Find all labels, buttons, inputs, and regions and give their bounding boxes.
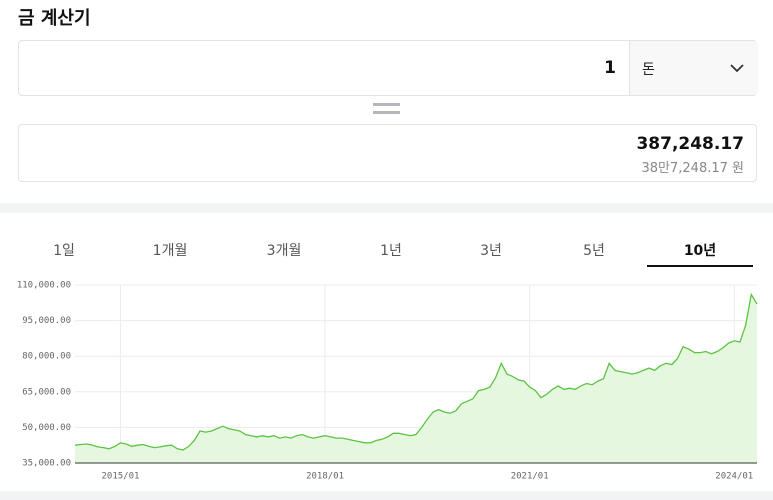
period-tab[interactable]: 3개월 xyxy=(266,243,302,259)
x-tick-label: 2021/01 xyxy=(511,472,549,482)
area xyxy=(75,294,757,463)
period-tab[interactable]: 1일 xyxy=(53,243,75,259)
result-value: 387,248.17 xyxy=(636,134,744,154)
unit-label: 돈 xyxy=(642,62,655,78)
equals-icon xyxy=(373,103,400,114)
y-tick-label: 35,000.00 xyxy=(22,459,71,469)
y-tick-label: 110,000.00 xyxy=(17,281,71,291)
x-tick-label: 2024/01 xyxy=(715,472,753,482)
x-tick-label: 2015/01 xyxy=(101,472,139,482)
y-tick-label: 80,000.00 xyxy=(22,352,71,362)
y-tick-label: 65,000.00 xyxy=(22,387,71,397)
divider xyxy=(0,491,773,500)
price-line xyxy=(74,292,758,451)
unit-dropdown[interactable]: 돈 xyxy=(629,41,758,95)
x-tick-label: 2018/01 xyxy=(306,472,344,482)
period-tab[interactable]: 5년 xyxy=(583,243,605,259)
result-box: 387,248.17 38만7,248.17 원 xyxy=(18,124,757,182)
period-tab[interactable]: 1년 xyxy=(380,243,402,259)
page-title: 금 계산기 xyxy=(18,8,91,29)
amount-input-box[interactable]: 1 돈 xyxy=(18,40,758,96)
period-tab[interactable]: 1개월 xyxy=(152,243,188,259)
chevron-icon xyxy=(730,64,744,73)
y-tick-label: 95,000.00 xyxy=(22,316,71,326)
period-tab[interactable]: 10년 xyxy=(683,243,717,259)
result-korean: 38만7,248.17 원 xyxy=(641,161,745,176)
tab-underline xyxy=(647,265,753,267)
divider xyxy=(0,203,773,213)
y-tick-label: 50,000.00 xyxy=(22,423,71,433)
price-chart: 35,000.00 50,000.00 65,000.00 80,000.00 95,0… xyxy=(17,281,758,482)
amount-input[interactable]: 1 xyxy=(604,58,616,78)
period-tab[interactable]: 3년 xyxy=(480,243,502,259)
